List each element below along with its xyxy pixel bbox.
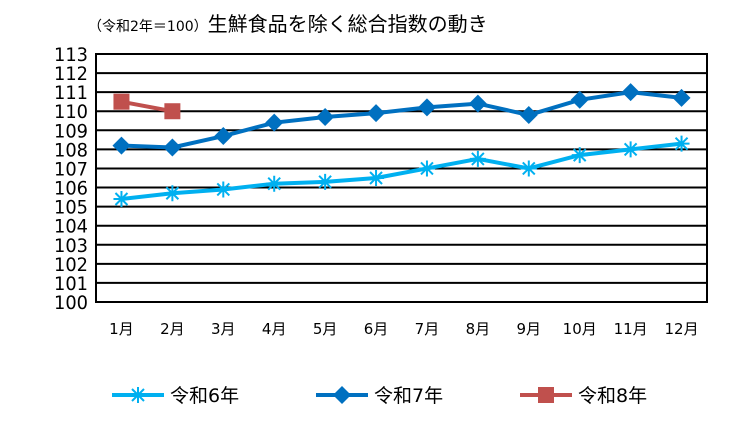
asterisk-marker bbox=[673, 135, 690, 152]
y-tick-label: 113 bbox=[54, 44, 88, 66]
legend-item: 令和6年 bbox=[112, 385, 239, 407]
legend-item: 令和7年 bbox=[316, 385, 443, 407]
y-tick-label: 102 bbox=[54, 254, 88, 276]
square-marker bbox=[164, 103, 181, 120]
asterisk-marker bbox=[317, 173, 334, 190]
legend-label: 令和8年 bbox=[578, 385, 647, 407]
y-tick-label: 111 bbox=[54, 82, 88, 104]
x-tick-label: 8月 bbox=[466, 320, 491, 338]
asterisk-marker bbox=[469, 150, 486, 167]
series-line bbox=[121, 90, 682, 150]
diamond-marker bbox=[112, 136, 131, 155]
x-tick-label: 2月 bbox=[160, 320, 185, 338]
diamond-marker bbox=[265, 113, 284, 132]
asterisk-marker bbox=[130, 387, 146, 403]
y-tick-label: 103 bbox=[54, 235, 88, 257]
diamond-marker bbox=[468, 94, 487, 113]
diamond-marker bbox=[621, 83, 640, 102]
diamond-marker bbox=[672, 88, 691, 107]
title-prefix: （令和2年＝100） bbox=[88, 19, 208, 35]
square-marker bbox=[538, 387, 554, 403]
y-tick-label: 100 bbox=[54, 292, 88, 314]
y-tick-label: 104 bbox=[54, 216, 88, 238]
y-tick-label: 106 bbox=[54, 178, 88, 200]
y-tick-label: 112 bbox=[54, 63, 88, 85]
x-tick-label: 1月 bbox=[109, 320, 134, 338]
y-tick-label: 105 bbox=[54, 197, 88, 219]
asterisk-marker bbox=[215, 181, 232, 198]
series-asterisk bbox=[113, 135, 690, 207]
diamond-marker bbox=[367, 104, 386, 123]
x-tick-label: 6月 bbox=[364, 320, 389, 338]
x-tick-label: 5月 bbox=[313, 320, 338, 338]
title-text: 生鮮食品を除く総合指数の動き bbox=[207, 12, 488, 36]
diamond-marker bbox=[163, 138, 182, 157]
y-tick-label: 107 bbox=[54, 158, 88, 180]
asterisk-marker bbox=[418, 160, 435, 177]
series-diamond bbox=[112, 83, 691, 157]
asterisk-marker bbox=[368, 170, 385, 186]
asterisk-marker bbox=[520, 160, 537, 177]
x-tick-label: 10月 bbox=[563, 320, 597, 338]
x-tick-label: 3月 bbox=[211, 320, 236, 338]
asterisk-marker bbox=[571, 147, 588, 164]
diamond-marker bbox=[570, 90, 589, 109]
legend-item: 令和8年 bbox=[520, 385, 647, 407]
diamond-marker bbox=[214, 127, 233, 146]
legend-label: 令和7年 bbox=[374, 385, 443, 407]
x-tick-label: 7月 bbox=[415, 320, 440, 338]
y-tick-label: 109 bbox=[54, 120, 88, 142]
diamond-marker bbox=[417, 98, 436, 117]
asterisk-marker bbox=[622, 141, 639, 158]
series-square bbox=[113, 93, 181, 120]
asterisk-marker bbox=[164, 185, 181, 202]
diamond-marker bbox=[519, 106, 538, 125]
series-line bbox=[121, 99, 173, 114]
y-tick-label: 108 bbox=[54, 139, 88, 161]
diamond-marker bbox=[316, 107, 335, 126]
asterisk-marker bbox=[266, 175, 283, 192]
x-tick-label: 9月 bbox=[517, 320, 542, 338]
y-tick-label: 110 bbox=[54, 101, 88, 123]
x-tick-label: 4月 bbox=[262, 320, 287, 338]
square-marker bbox=[113, 93, 130, 110]
series-line bbox=[121, 141, 682, 201]
plot-border bbox=[95, 53, 708, 303]
x-tick-label: 12月 bbox=[664, 320, 698, 338]
asterisk-marker bbox=[113, 190, 130, 207]
diamond-marker bbox=[333, 386, 351, 404]
x-tick-label: 11月 bbox=[614, 320, 648, 338]
chart-title: （令和2年＝100）生鮮食品を除く総合指数の動き bbox=[88, 8, 488, 37]
y-tick-label: 101 bbox=[54, 273, 88, 295]
legend-label: 令和6年 bbox=[170, 385, 239, 407]
